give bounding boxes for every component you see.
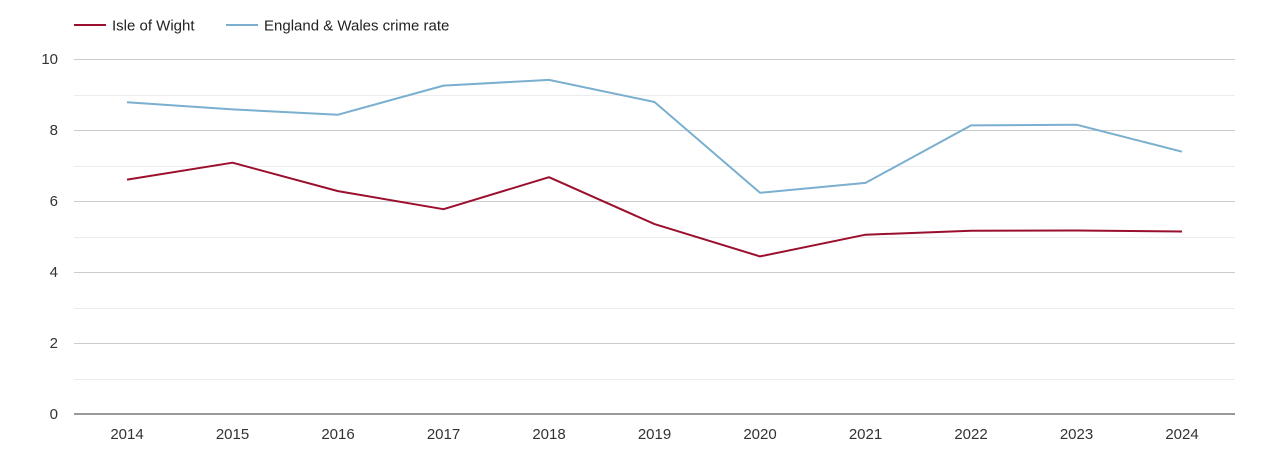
x-tick-label: 2014 xyxy=(110,426,143,443)
series-line-england-wales-crime-rate[interactable] xyxy=(126,78,1183,194)
legend-label-england-wales: England & Wales crime rate xyxy=(264,18,449,35)
y-tick-label: 0 xyxy=(50,406,58,423)
x-tick-label: 2016 xyxy=(321,426,354,443)
x-tick-label: 2018 xyxy=(532,426,565,443)
y-tick-label: 8 xyxy=(50,122,58,139)
x-tick-label: 2022 xyxy=(954,426,987,443)
legend-label-isle-of-wight: Isle of Wight xyxy=(112,18,195,35)
legend: Isle of Wight England & Wales crime rate xyxy=(74,18,449,35)
y-tick-label: 10 xyxy=(41,51,58,68)
x-tick-label: 2015 xyxy=(216,426,249,443)
x-tick-label: 2021 xyxy=(849,426,882,443)
y-tick-labels: 0 2 4 6 8 10 xyxy=(41,51,58,423)
x-tick-label: 2019 xyxy=(638,426,671,443)
y-tick-label: 6 xyxy=(50,193,58,210)
legend-item-isle-of-wight[interactable]: Isle of Wight xyxy=(74,18,195,35)
x-tick-label: 2023 xyxy=(1060,426,1093,443)
legend-item-england-wales[interactable]: England & Wales crime rate xyxy=(226,18,449,35)
series-lines xyxy=(126,78,1183,258)
y-tick-label: 4 xyxy=(50,264,58,281)
series-line-isle-of-wight[interactable] xyxy=(126,161,1183,258)
x-tick-label: 2017 xyxy=(427,426,460,443)
x-tick-labels: 2014 2015 2016 2017 2018 2019 2020 2021 2022 2023… xyxy=(110,426,1198,443)
y-tick-label: 2 xyxy=(50,335,58,352)
x-tick-label: 2024 xyxy=(1165,426,1198,443)
gridlines xyxy=(74,59,1235,380)
x-tick-label: 2020 xyxy=(743,426,776,443)
